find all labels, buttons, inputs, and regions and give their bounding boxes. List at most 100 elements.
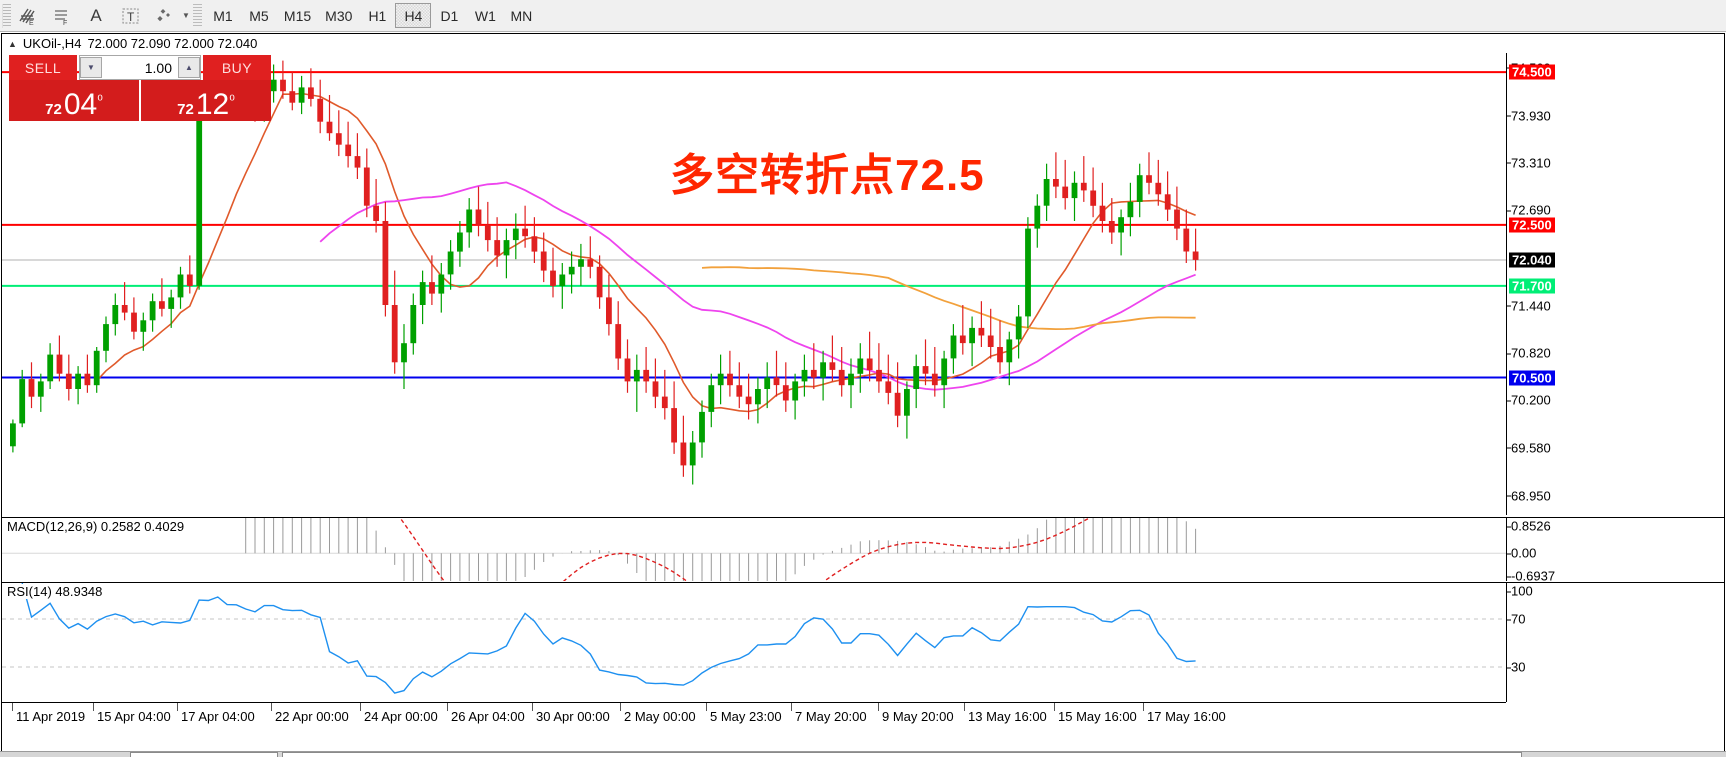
price-tick: 70.820	[1507, 345, 1551, 361]
buy-price-big: 72	[177, 101, 194, 118]
time-label: 17 Apr 04:00	[181, 709, 255, 724]
rsi-label: RSI(14) 48.9348	[7, 584, 106, 599]
time-tick	[360, 703, 361, 711]
time-tick	[271, 703, 272, 711]
time-tick	[12, 703, 13, 711]
price-pane[interactable]	[2, 53, 1506, 515]
objects-dropdown-caret-icon[interactable]: ▼	[182, 11, 190, 20]
time-label: 17 May 16:00	[1147, 709, 1226, 724]
timeframe-m30[interactable]: M30	[325, 7, 353, 24]
time-label: 15 May 16:00	[1058, 709, 1137, 724]
price-tag-red[interactable]: 72.500	[1509, 217, 1555, 233]
buy-button[interactable]: BUY	[203, 55, 271, 80]
price-tick: 69.580	[1507, 440, 1551, 456]
time-tick	[447, 703, 448, 711]
time-label: 7 May 20:00	[795, 709, 867, 724]
rsi-tick: 100	[1507, 583, 1533, 599]
time-label: 15 Apr 04:00	[97, 709, 171, 724]
price-tick: 73.310	[1507, 155, 1551, 171]
price-tick: 71.440	[1507, 298, 1551, 314]
time-tick	[791, 703, 792, 711]
time-tick	[93, 703, 94, 711]
time-label: 30 Apr 00:00	[536, 709, 610, 724]
time-label: 9 May 20:00	[882, 709, 954, 724]
macd-tick: 0.8526	[1507, 518, 1551, 534]
chart-window: ▲ UKOil-,H4 72.000 72.090 72.000 72.040 …	[1, 33, 1725, 756]
sell-price-big: 72	[45, 101, 62, 118]
volume-increment-icon[interactable]: ▲	[178, 57, 200, 78]
rsi-pane[interactable]: RSI(14) 48.9348	[2, 582, 1506, 702]
buy-price-display[interactable]: 72 12 ⁰	[141, 80, 271, 121]
buy-price-huge: 12	[195, 88, 230, 121]
toolbar-separator	[192, 3, 202, 28]
macd-pane[interactable]: MACD(12,26,9) 0.2582 0.4029	[2, 517, 1506, 581]
macd-label: MACD(12,26,9) 0.2582 0.4029	[7, 519, 188, 534]
timeframe-h1[interactable]: H1	[368, 7, 387, 24]
timeframe-mn[interactable]: MN	[510, 7, 533, 24]
taskbar-tab-2[interactable]	[282, 752, 1522, 757]
main-toolbar: E F A T	[0, 0, 1726, 32]
time-axis[interactable]: 11 Apr 2019 15 Apr 04:00 17 Apr 04:00 22 Ap…	[2, 702, 1506, 755]
price-tick: 68.950	[1507, 488, 1551, 504]
one-click-trading-panel: SELL ▼ 1.00 ▲ BUY 72 04 ⁰ 72 12 ⁰	[9, 55, 271, 121]
price-tick: 70.200	[1507, 392, 1551, 408]
time-tick	[177, 703, 178, 711]
taskbar	[0, 751, 1726, 757]
symbol-ohlc: 72.000 72.090 72.000 72.040	[87, 36, 258, 51]
time-label: 13 May 16:00	[968, 709, 1047, 724]
objects-icon[interactable]	[147, 3, 181, 29]
toolbar-grip[interactable]	[2, 3, 11, 28]
price-scale[interactable]: 74.56073.93073.31072.69071.44070.82070.2…	[1506, 53, 1724, 515]
sell-button[interactable]: SELL	[9, 55, 77, 80]
svg-text:E: E	[29, 20, 34, 26]
label-tool-icon[interactable]: T	[113, 3, 147, 29]
price-tag-green[interactable]: 71.700	[1509, 278, 1555, 294]
text-tool-icon[interactable]: A	[90, 5, 102, 25]
taskbar-tab-1[interactable]	[130, 752, 278, 757]
chart-annotation-text: 多空转折点72.5	[670, 151, 985, 200]
timeframe-d1[interactable]: D1	[440, 7, 459, 24]
buy-price-fraction: ⁰	[229, 92, 235, 108]
price-tag-black[interactable]: 72.040	[1509, 252, 1555, 268]
time-tick	[706, 703, 707, 711]
rsi-tick: 30	[1506, 659, 1526, 675]
timeframe-h4[interactable]: H4	[395, 3, 432, 28]
time-tick	[964, 703, 965, 711]
time-label: 11 Apr 2019	[16, 709, 86, 724]
timeframe-w1[interactable]: W1	[474, 7, 496, 24]
svg-text:T: T	[127, 10, 135, 24]
price-tick: 73.930	[1507, 108, 1551, 124]
sell-price-huge: 04	[63, 88, 98, 121]
sell-price-fraction: ⁰	[97, 92, 103, 108]
time-label: 22 Apr 00:00	[275, 709, 349, 724]
chart-type-e-icon[interactable]: E	[11, 3, 45, 29]
volume-stepper[interactable]: ▼ 1.00 ▲	[79, 55, 201, 80]
volume-input[interactable]: 1.00	[144, 59, 172, 76]
time-label: 24 Apr 00:00	[364, 709, 438, 724]
time-tick	[878, 703, 879, 711]
price-tick: 72.690	[1507, 202, 1551, 218]
chart-type-f-icon[interactable]: F	[45, 3, 79, 29]
volume-decrement-icon[interactable]: ▼	[80, 57, 102, 78]
timeframe-m1[interactable]: M1	[213, 7, 233, 24]
time-label: 26 Apr 04:00	[451, 709, 525, 724]
rsi-scale[interactable]: 100 70 30	[1506, 582, 1724, 702]
time-tick	[620, 703, 621, 711]
price-tag-red[interactable]: 74.500	[1509, 64, 1555, 80]
rsi-tick: 70	[1506, 611, 1526, 627]
symbol-bar: ▲ UKOil-,H4 72.000 72.090 72.000 72.040	[2, 34, 1724, 53]
time-tick	[1054, 703, 1055, 711]
price-tag-blue[interactable]: 70.500	[1509, 370, 1555, 386]
macd-scale[interactable]: 0.8526 0.00 -0.6937	[1506, 517, 1724, 584]
timeframe-m15[interactable]: M15	[283, 7, 312, 24]
collapse-icon[interactable]: ▲	[8, 38, 17, 49]
time-tick	[532, 703, 533, 711]
macd-tick: 0.00	[1506, 545, 1537, 561]
time-tick	[1143, 703, 1144, 711]
sell-price-display[interactable]: 72 04 ⁰	[9, 80, 139, 121]
svg-text:F: F	[63, 20, 67, 26]
timeframe-m5[interactable]: M5	[249, 7, 269, 24]
time-label: 2 May 00:00	[624, 709, 696, 724]
time-label: 5 May 23:00	[710, 709, 782, 724]
